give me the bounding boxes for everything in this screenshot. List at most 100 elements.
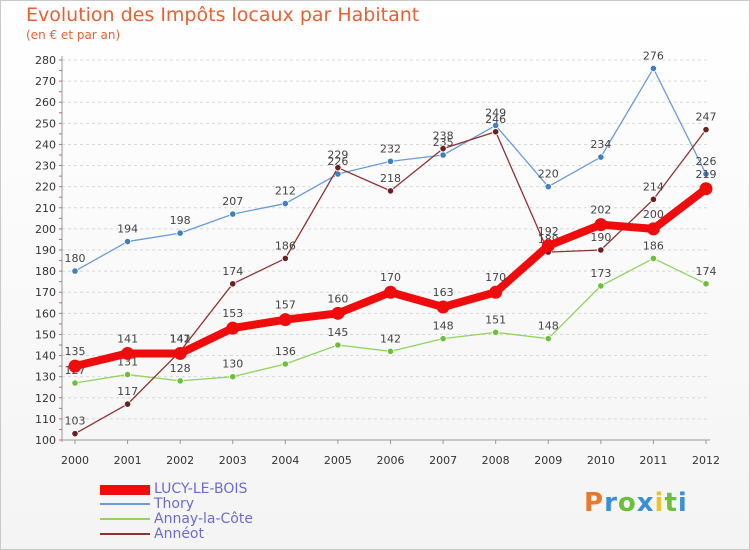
x-tick-label: 2009 [534,454,562,467]
x-tick-label: 2004 [271,454,299,467]
y-tick-label: 190 [35,244,56,257]
data-point-lucy-le-bois [699,182,713,196]
data-label-lucy-le-bois: 192 [538,225,559,238]
data-label-lucy-le-bois: 153 [222,307,243,320]
x-tick-label: 2001 [114,454,142,467]
data-point-anneot [649,195,658,203]
legend-label-anneot: Annéot [154,526,204,542]
data-label-thory: 249 [485,106,506,119]
data-label-annay-la-cote: 136 [275,345,296,358]
legend-swatch-thory [100,503,150,505]
data-point-lucy-le-bois [68,359,82,373]
data-label-lucy-le-bois: 160 [327,292,348,305]
data-point-thory [544,183,552,191]
x-tick-label: 2002 [166,454,194,467]
x-tick-label: 2003 [219,454,247,467]
y-tick-label: 210 [35,202,56,215]
y-tick-label: 150 [35,328,56,341]
chart-subtitle: (en € et par an) [26,28,121,42]
data-point-lucy-le-bois [646,222,660,236]
data-point-annay-la-cote [492,328,500,336]
data-point-annay-la-cote [281,360,289,368]
data-point-lucy-le-bois [436,300,450,314]
data-point-annay-la-cote [176,377,184,385]
data-point-annay-la-cote [702,280,710,288]
data-point-annay-la-cote [71,379,79,387]
x-tick-label: 2012 [692,454,720,467]
data-point-annay-la-cote [649,254,658,263]
data-point-anneot [281,254,289,263]
data-label-thory: 220 [538,168,559,181]
data-label-lucy-le-bois: 135 [65,345,86,358]
x-tick-label: 2000 [61,454,89,467]
y-tick-label: 100 [35,434,56,447]
chart-title: Evolution des Impôts locaux par Habitant [26,4,420,26]
data-point-thory [702,170,710,178]
legend-label-lucy: LUCY-LE-BOIS [154,481,248,497]
data-point-anneot [386,187,395,195]
data-point-lucy-le-bois [278,313,292,327]
data-point-anneot [597,246,605,254]
data-label-annay-la-cote: 128 [170,362,191,375]
y-tick-label: 240 [35,138,56,151]
data-point-annay-la-cote [544,335,552,343]
data-label-annay-la-cote: 151 [485,313,506,326]
data-point-lucy-le-bois [489,285,503,299]
data-point-annay-la-cote [229,373,237,381]
logo-letter: i [654,488,665,518]
data-label-anneot: 174 [222,265,243,278]
x-tick-label: 2006 [377,454,405,467]
data-point-lucy-le-bois [594,218,608,232]
data-point-annay-la-cote [597,282,605,290]
data-label-annay-la-cote: 174 [696,265,717,278]
y-tick-label: 160 [35,307,56,320]
data-label-lucy-le-bois: 157 [275,299,296,312]
data-label-thory: 235 [433,136,454,149]
y-tick-label: 110 [35,413,56,426]
data-point-anneot [702,126,710,134]
legend-label-annay: Annay-la-Côte [154,511,253,527]
legend-swatch-annay [100,518,150,520]
data-label-lucy-le-bois: 141 [170,332,191,345]
data-point-lucy-le-bois [121,346,135,360]
x-tick-label: 2008 [482,454,510,467]
x-tick-label: 2010 [587,454,615,467]
data-point-annay-la-cote [334,341,342,349]
y-tick-label: 200 [35,223,56,236]
data-label-annay-la-cote: 186 [643,239,664,252]
y-tick-label: 170 [35,286,56,299]
logo-letter: r [604,488,618,518]
data-point-lucy-le-bois [384,285,397,299]
data-point-annay-la-cote [386,347,395,355]
data-label-lucy-le-bois: 170 [380,271,401,284]
y-tick-label: 230 [35,160,56,173]
data-label-thory: 232 [380,142,401,155]
data-point-anneot [334,164,342,172]
data-label-anneot: 214 [643,180,664,193]
data-point-annay-la-cote [123,370,132,379]
data-point-anneot [71,430,79,438]
data-label-lucy-le-bois: 170 [485,271,506,284]
data-point-anneot [492,128,500,136]
y-tick-label: 220 [35,181,56,194]
data-label-thory: 276 [643,49,664,62]
y-tick-label: 280 [35,54,56,67]
data-label-thory: 194 [117,223,138,236]
logo-letter: P [584,488,605,518]
data-label-annay-la-cote: 148 [538,320,559,333]
x-tick-label: 2011 [639,454,667,467]
y-tick-label: 120 [35,392,56,405]
y-tick-label: 180 [35,265,56,278]
data-point-thory [281,199,289,208]
data-point-anneot [229,280,237,288]
data-point-anneot [123,400,132,408]
data-label-annay-la-cote: 130 [222,358,243,371]
data-point-lucy-le-bois [226,321,240,335]
data-label-anneot: 247 [696,111,717,124]
data-label-anneot: 117 [117,385,138,398]
logo-letter: o [617,488,637,518]
y-tick-label: 270 [35,75,56,88]
data-label-thory: 226 [327,155,348,168]
